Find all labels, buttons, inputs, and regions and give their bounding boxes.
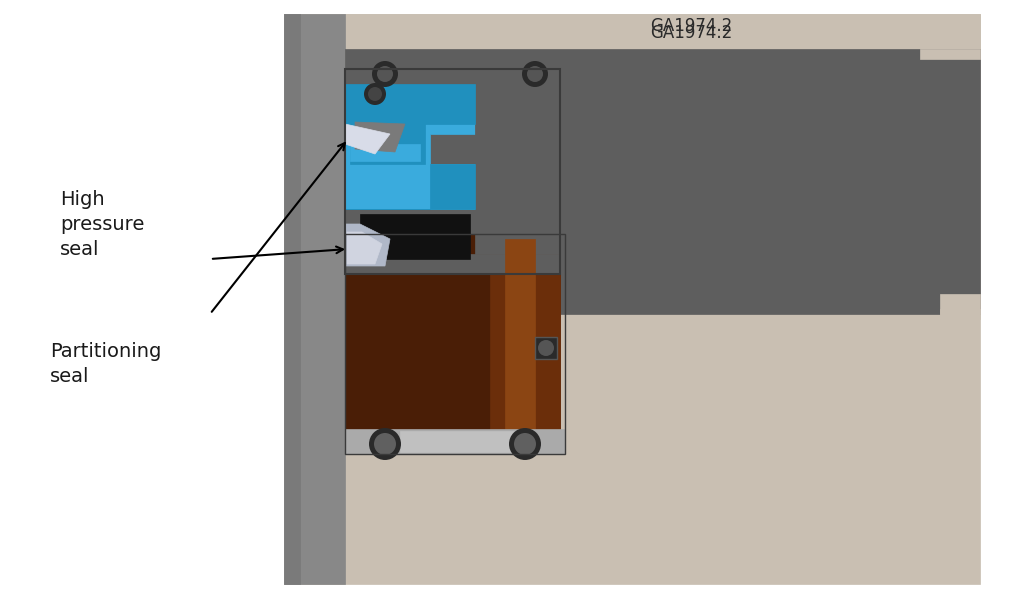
Polygon shape [345, 69, 560, 84]
Text: High
pressure
seal: High pressure seal [60, 190, 144, 258]
Circle shape [527, 66, 543, 82]
Polygon shape [940, 309, 980, 319]
Polygon shape [284, 14, 980, 54]
Circle shape [538, 340, 554, 356]
Polygon shape [490, 234, 560, 439]
Polygon shape [345, 224, 390, 266]
Circle shape [514, 433, 536, 455]
Polygon shape [345, 429, 565, 454]
Text: Partitioning
seal: Partitioning seal [50, 342, 162, 386]
Circle shape [368, 87, 382, 101]
Polygon shape [475, 69, 560, 254]
Circle shape [522, 61, 548, 87]
Text: GA1974.2: GA1974.2 [650, 17, 732, 35]
Circle shape [364, 83, 386, 105]
Polygon shape [355, 122, 406, 152]
Polygon shape [400, 431, 530, 452]
Bar [535, 337, 557, 359]
Circle shape [374, 433, 396, 455]
Text: GA1974.2: GA1974.2 [650, 24, 732, 42]
Polygon shape [360, 214, 470, 259]
Circle shape [369, 428, 401, 460]
Polygon shape [345, 164, 475, 209]
Polygon shape [345, 84, 475, 209]
Polygon shape [284, 14, 300, 584]
Polygon shape [300, 14, 980, 584]
Circle shape [377, 66, 393, 82]
Polygon shape [505, 239, 535, 434]
Polygon shape [940, 294, 980, 314]
Circle shape [372, 61, 398, 87]
Polygon shape [345, 84, 475, 124]
Polygon shape [345, 254, 560, 274]
Circle shape [509, 428, 541, 460]
Polygon shape [920, 49, 980, 59]
Polygon shape [345, 49, 980, 314]
Polygon shape [347, 232, 382, 264]
Polygon shape [284, 14, 345, 584]
Polygon shape [350, 124, 425, 164]
Polygon shape [350, 144, 420, 161]
Polygon shape [345, 234, 560, 439]
Polygon shape [345, 124, 390, 154]
